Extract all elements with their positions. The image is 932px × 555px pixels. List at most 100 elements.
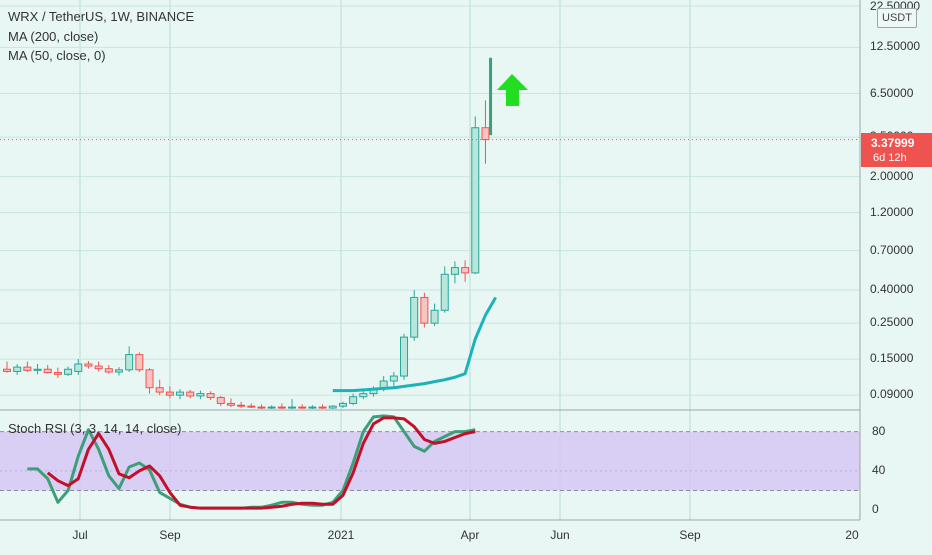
- candle-body: [430, 309, 439, 324]
- candle: [125, 346, 134, 372]
- candle: [257, 404, 266, 409]
- candle: [267, 405, 276, 409]
- candle-body: [186, 391, 195, 397]
- candle: [43, 365, 52, 374]
- candle: [481, 100, 490, 164]
- candle: [420, 292, 429, 328]
- candle-body: [33, 368, 42, 371]
- price-tick-label: 6.50000: [870, 85, 914, 100]
- candle-body: [64, 368, 73, 375]
- candle-body: [237, 404, 246, 407]
- ma50-legend: MA (50, close, 0): [8, 48, 106, 63]
- candle: [277, 403, 286, 409]
- candle: [196, 390, 205, 400]
- candle-body: [420, 296, 429, 324]
- candle: [94, 361, 103, 372]
- grid-lines: [0, 0, 860, 520]
- candle-body: [267, 406, 276, 409]
- candle: [450, 261, 459, 284]
- price-tick-label: 2.00000: [870, 168, 914, 183]
- candle-body: [461, 267, 470, 274]
- candle: [461, 260, 470, 282]
- currency-unit-button[interactable]: USDT: [877, 8, 917, 28]
- time-tick-label: Jun: [550, 528, 570, 542]
- candle-body: [277, 406, 286, 409]
- candle: [471, 116, 480, 275]
- candle-body: [114, 369, 123, 373]
- candle: [430, 303, 439, 327]
- time-tick-label: 2021: [327, 528, 355, 542]
- candle-body: [389, 375, 398, 382]
- candle-body: [440, 273, 449, 311]
- candle: [135, 352, 144, 372]
- candle: [389, 371, 398, 387]
- candle: [23, 361, 32, 372]
- candle-body: [94, 365, 103, 370]
- price-tick-label: 0.25000: [870, 315, 914, 330]
- candle-body: [74, 363, 83, 372]
- candle: [298, 404, 307, 409]
- price-tick-label: 0.15000: [870, 351, 914, 366]
- candle-body: [206, 393, 215, 399]
- price-tick-label: 1.20000: [870, 204, 914, 219]
- candle-body: [216, 397, 225, 404]
- stoch-d-line: [46, 416, 476, 510]
- stoch-rsi-legend: Stoch RSI (3, 3, 14, 14, close): [8, 421, 182, 436]
- candle-body: [328, 405, 337, 409]
- candle: [165, 386, 174, 399]
- candle-body: [338, 402, 347, 407]
- candle-body: [247, 405, 256, 408]
- price-tick-label: 0.40000: [870, 282, 914, 297]
- candle: [145, 368, 154, 394]
- candle-body: [43, 368, 52, 374]
- candle-body: [226, 402, 235, 406]
- candle-body: [288, 406, 297, 409]
- candle-body: [3, 368, 11, 372]
- candle: [338, 401, 347, 408]
- up-arrow-icon: [497, 74, 528, 106]
- candle-body: [450, 267, 459, 275]
- candle: [176, 389, 185, 400]
- stoch-tick-label: 80: [872, 423, 886, 438]
- candle: [349, 393, 358, 406]
- candle-body: [196, 393, 205, 397]
- candle: [328, 405, 337, 409]
- last-price-tag: 3.37999 6d 12h: [861, 133, 932, 167]
- candle-body: [400, 336, 409, 377]
- candle-body: [165, 391, 174, 396]
- candle: [74, 359, 83, 375]
- time-tick-label: Jul: [72, 528, 88, 542]
- time-tick-label: Sep: [679, 528, 701, 542]
- candle-body: [23, 366, 32, 371]
- stoch-band-lines: [0, 431, 860, 492]
- candle: [3, 361, 11, 373]
- stoch-rsi-lines: [27, 414, 476, 510]
- candle-body: [145, 369, 154, 389]
- candle-body: [125, 354, 134, 371]
- candle-body: [155, 387, 164, 393]
- chart-title: WRX / TetherUS, 1W, BINANCE: [8, 9, 195, 24]
- candle-body: [359, 393, 368, 398]
- price-tick-label: 12.50000: [870, 39, 921, 54]
- candle-body: [471, 127, 480, 274]
- candle: [155, 379, 164, 396]
- candle-body: [84, 363, 93, 367]
- candle-body: [104, 368, 113, 373]
- candle: [114, 367, 123, 376]
- ma50-polyline: [332, 296, 497, 393]
- last-price-value: 3.37999: [871, 136, 915, 150]
- candle-body: [135, 354, 144, 371]
- candle: [308, 405, 317, 409]
- candle-body: [257, 406, 266, 409]
- price-tick-label: 0.09000: [870, 387, 914, 402]
- candle: [64, 366, 73, 377]
- candle: [84, 361, 93, 369]
- candle-body: [349, 396, 358, 404]
- candle-body: [298, 406, 307, 409]
- time-tick-label: Sep: [159, 528, 181, 542]
- candle-body: [481, 127, 490, 141]
- candle: [104, 365, 113, 374]
- candle: [247, 403, 256, 408]
